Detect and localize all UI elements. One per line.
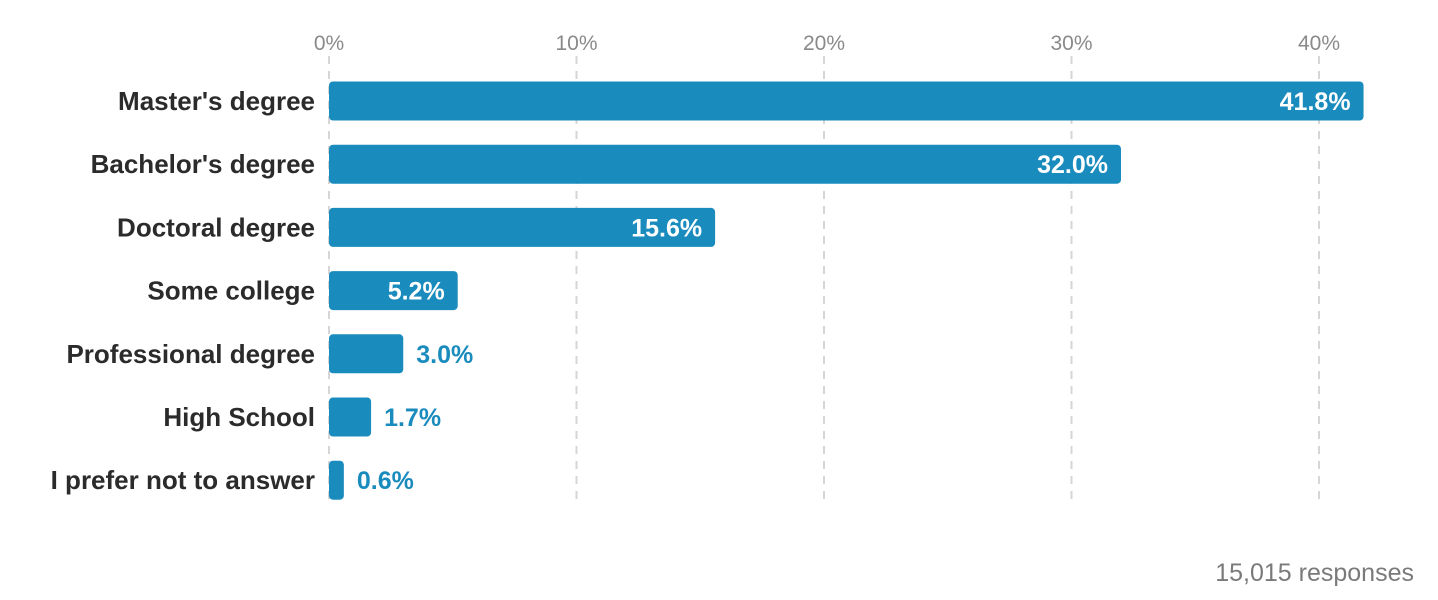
category-label: I prefer not to answer [51, 465, 315, 495]
value-label: 3.0% [416, 341, 473, 369]
value-label: 5.2% [388, 278, 445, 306]
category-label: Doctoral degree [117, 212, 315, 242]
category-label: Some college [147, 276, 315, 306]
category-label: Professional degree [66, 339, 315, 369]
x-tick-label: 0% [314, 32, 344, 55]
value-label: 32.0% [1037, 151, 1108, 179]
bars [329, 81, 1364, 500]
x-tick-label: 10% [555, 32, 597, 55]
bar [329, 144, 1121, 184]
x-tick-label: 30% [1050, 32, 1092, 55]
value-label: 1.7% [384, 404, 441, 432]
bar [329, 460, 344, 500]
bar [329, 271, 458, 311]
x-tick-label: 40% [1298, 32, 1340, 55]
bar [329, 334, 404, 374]
value-label: 15.6% [631, 214, 702, 242]
x-tick-label: 20% [803, 32, 845, 55]
value-label: 41.8% [1280, 88, 1351, 116]
category-label: High School [163, 402, 315, 432]
bar [329, 81, 1364, 121]
responses-count: 15,015 responses [1215, 559, 1414, 587]
bar [329, 207, 716, 247]
category-label: Master's degree [118, 86, 315, 116]
category-label: Bachelor's degree [91, 149, 315, 179]
value-labels: 41.8% 32.0% 15.6% 5.2% 3.0% 1.7% 0.6% [357, 88, 1351, 495]
category-labels: Master's degree Bachelor's degree Doctoral… [51, 86, 315, 495]
bar [329, 397, 372, 437]
gridlines [328, 56, 1320, 500]
x-axis-ticks: 0% 10% 20% 30% 40% [314, 32, 1340, 55]
value-label: 0.6% [357, 467, 414, 495]
